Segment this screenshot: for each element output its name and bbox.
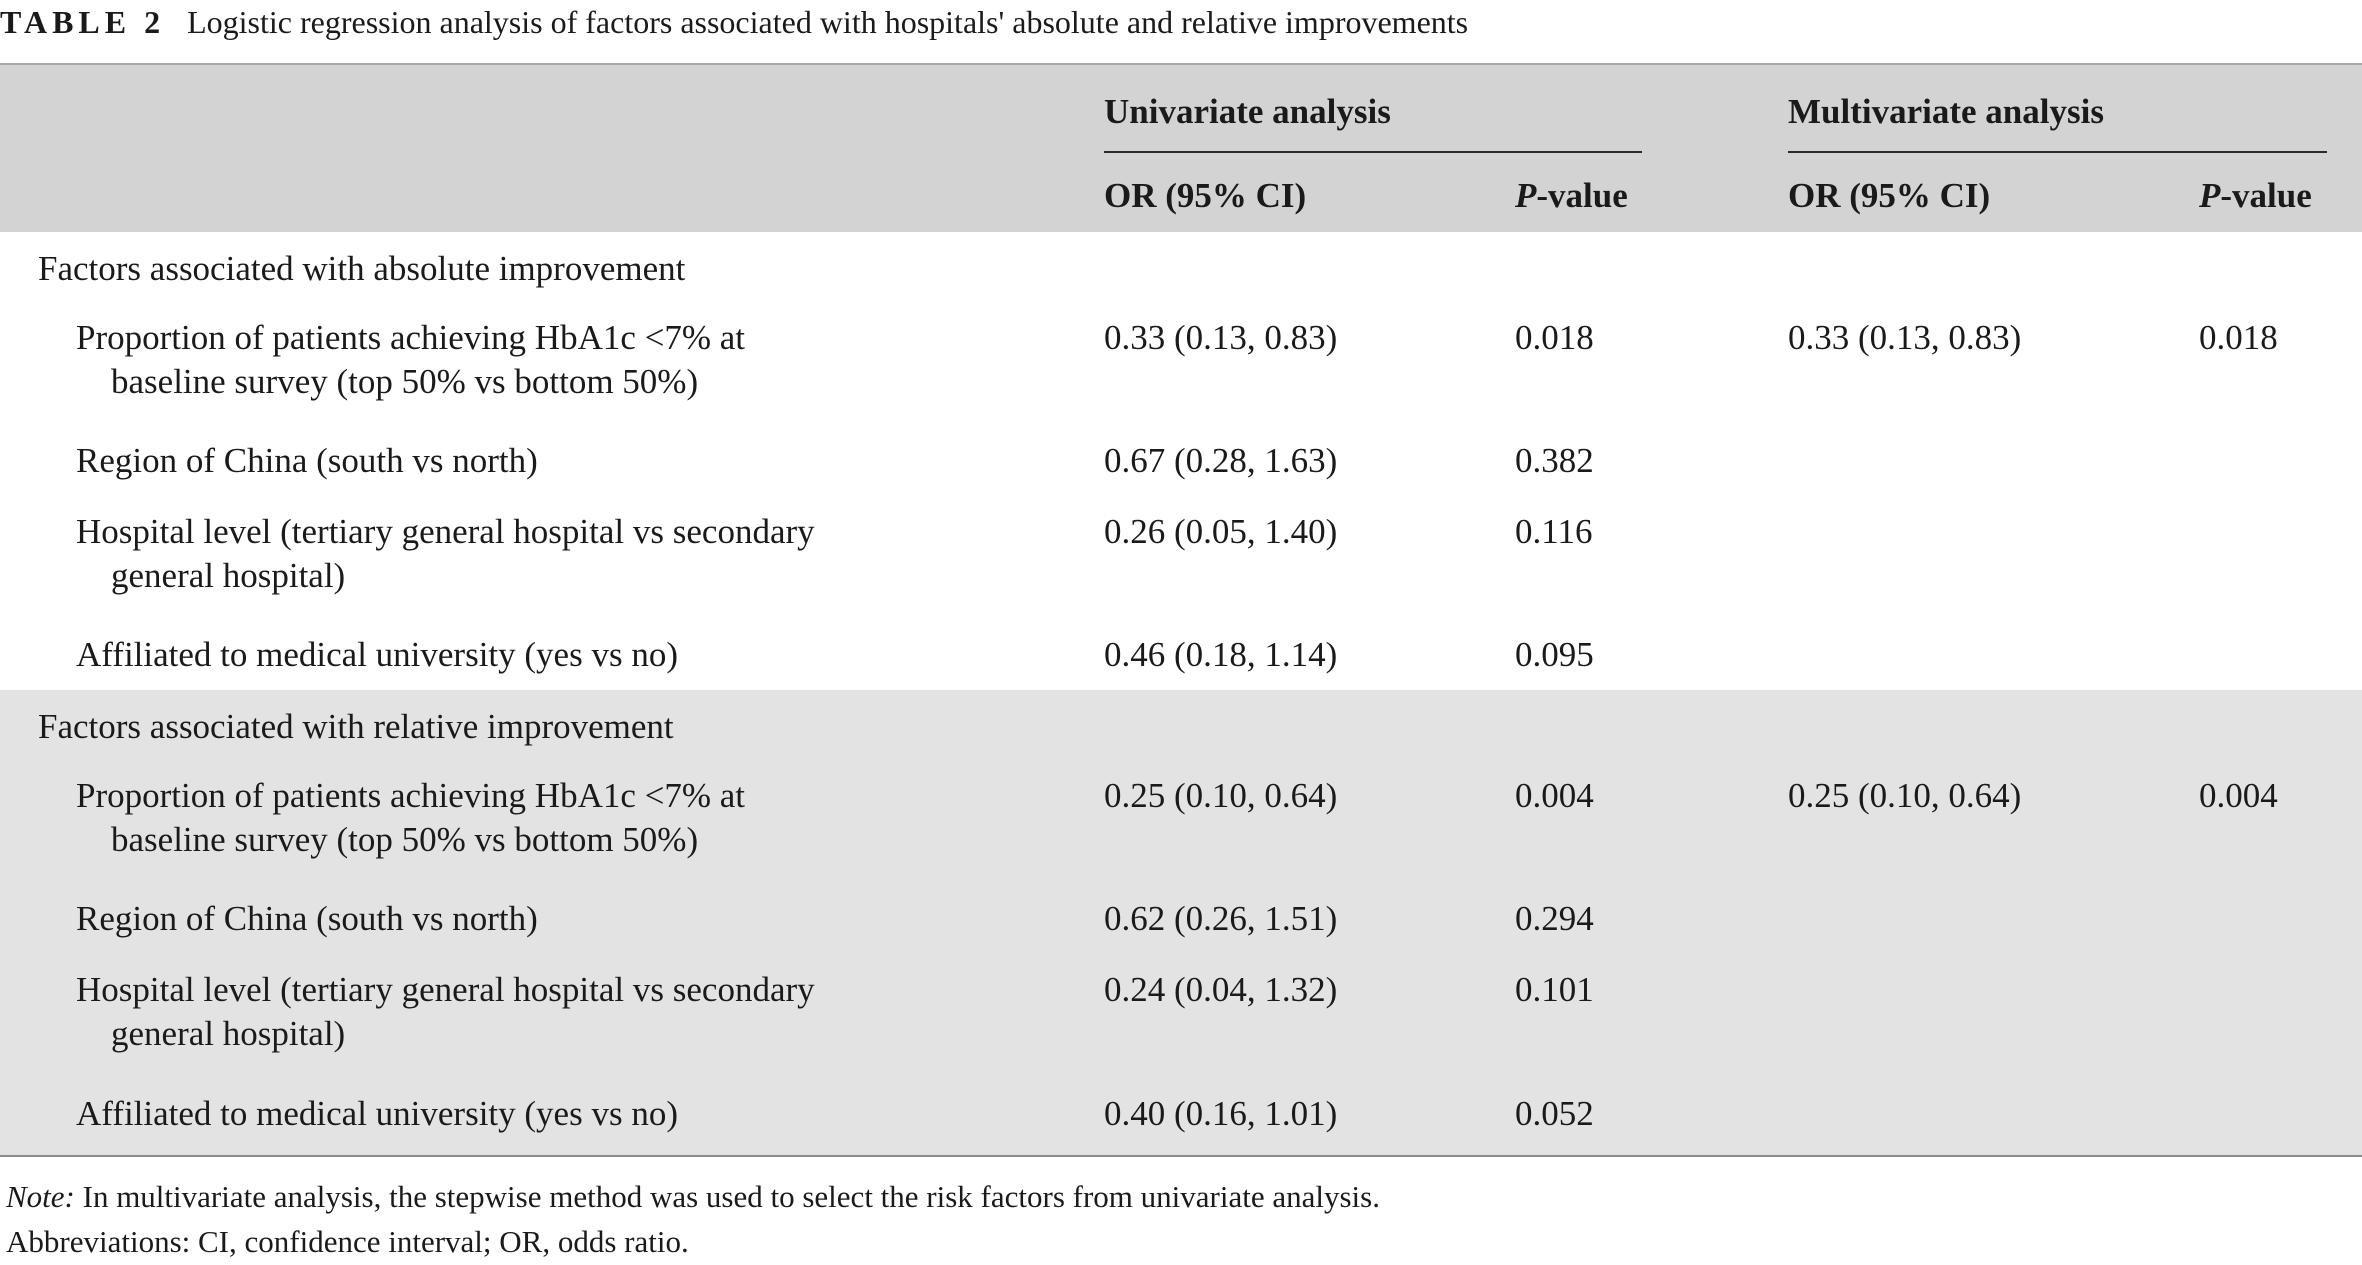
section-title-relative: Factors associated with relative improve…: [38, 707, 674, 746]
uni-or-cell: 0.46 (0.18, 1.14): [1104, 635, 1338, 674]
uni-p-cell: 0.294: [1515, 899, 1594, 938]
p-suffix: -value: [2220, 176, 2312, 215]
p-suffix: -value: [1536, 176, 1628, 215]
header-band: [0, 63, 2362, 232]
table-caption: TABLE 2 Logistic regression analysis of f…: [0, 0, 1468, 44]
multi-or-cell: 0.33 (0.13, 0.83): [1788, 318, 2022, 357]
table-note: Note: In multivariate analysis, the step…: [6, 1177, 1380, 1217]
multi-or-cell: 0.25 (0.10, 0.64): [1788, 776, 2022, 815]
uni-or-cell: 0.26 (0.05, 1.40): [1104, 512, 1338, 551]
multi-p-cell: 0.018: [2199, 318, 2278, 357]
multivariate-group-rule: [1788, 151, 2327, 153]
table-row-label: Region of China (south vs north): [76, 899, 538, 938]
uni-or-cell: 0.25 (0.10, 0.64): [1104, 776, 1338, 815]
uni-or-column-header: OR (95% CI): [1104, 176, 1307, 215]
multivariate-header: Multivariate analysis: [1788, 92, 2104, 131]
uni-or-cell: 0.62 (0.26, 1.51): [1104, 899, 1338, 938]
multi-p-cell: 0.004: [2199, 776, 2278, 815]
uni-p-column-header: P-value: [1515, 174, 1628, 218]
table-abbreviations: Abbreviations: CI, confidence interval; …: [6, 1224, 689, 1259]
table-row-label: Affiliated to medical university (yes vs…: [76, 635, 678, 674]
table-row-label: Affiliated to medical university (yes vs…: [76, 1094, 678, 1133]
uni-p-cell: 0.052: [1515, 1094, 1594, 1133]
table-row-label: Proportion of patients achieving HbA1c <…: [76, 318, 746, 401]
univariate-header: Univariate analysis: [1104, 92, 1391, 131]
uni-p-cell: 0.004: [1515, 776, 1594, 815]
p-italic: P: [1515, 176, 1537, 215]
univariate-group-rule: [1104, 151, 1642, 153]
p-italic: P: [2199, 176, 2221, 215]
section-title-absolute: Factors associated with absolute improve…: [38, 249, 686, 288]
uni-or-cell: 0.24 (0.04, 1.32): [1104, 970, 1338, 1009]
uni-or-cell: 0.67 (0.28, 1.63): [1104, 441, 1338, 480]
table-row-label: Proportion of patients achieving HbA1c <…: [76, 776, 746, 859]
table-row-label: Hospital level (tertiary general hospita…: [76, 970, 815, 1053]
uni-p-cell: 0.018: [1515, 318, 1594, 357]
uni-p-cell: 0.116: [1515, 512, 1593, 551]
uni-p-cell: 0.101: [1515, 970, 1594, 1009]
table-row-label: Hospital level (tertiary general hospita…: [76, 512, 815, 595]
uni-p-cell: 0.095: [1515, 635, 1594, 674]
multi-or-column-header: OR (95% CI): [1788, 176, 1991, 215]
note-text: In multivariate analysis, the stepwise m…: [74, 1179, 1380, 1214]
uni-or-cell: 0.33 (0.13, 0.83): [1104, 318, 1338, 357]
note-label: Note:: [6, 1179, 75, 1214]
uni-p-cell: 0.382: [1515, 441, 1594, 480]
relative-section-band: [0, 690, 2362, 1156]
multi-p-column-header: P-value: [2199, 174, 2312, 218]
table-label: TABLE 2: [0, 4, 166, 40]
table-bottom-rule: [0, 1155, 2362, 1157]
table-row-label: Region of China (south vs north): [76, 441, 538, 480]
uni-or-cell: 0.40 (0.16, 1.01): [1104, 1094, 1338, 1133]
table-title: Logistic regression analysis of factors …: [187, 4, 1469, 40]
